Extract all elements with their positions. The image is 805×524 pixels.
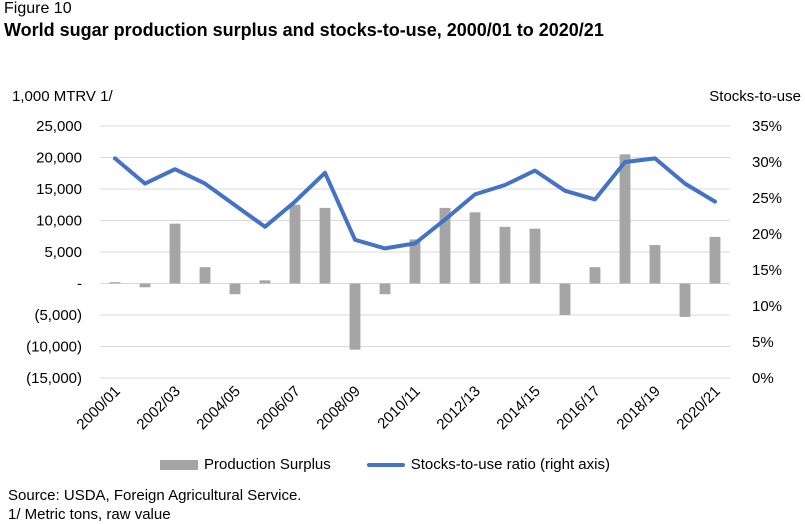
bar [469,212,481,284]
bar [289,204,301,284]
right-tick-label: 10% [752,298,782,315]
legend-bar-label: Production Surplus [204,456,331,473]
bar [589,267,601,284]
bar [199,267,211,284]
bar [139,283,151,288]
left-tick-label: (10,000) [26,339,82,356]
x-tick-label: 2006/07 [253,383,303,433]
bar [259,280,271,284]
left-axis-label: 1,000 MTRV 1/ [12,88,113,105]
bar [109,282,121,284]
x-tick-label: 2020/21 [673,383,723,433]
left-tick-label: 10,000 [36,213,82,230]
x-tick-label: 2014/15 [493,383,543,433]
chart-title: World sugar production surplus and stock… [4,20,604,40]
x-tick-label: 2008/09 [313,383,363,433]
x-tick-label: 2002/03 [133,383,183,433]
bar [229,283,241,295]
x-tick-label: 2016/17 [553,383,603,433]
x-tick-label: 2010/11 [374,383,424,433]
left-tick-label: 5,000 [44,244,82,261]
right-tick-label: 20% [752,226,782,243]
left-tick-label: 15,000 [36,181,82,198]
bar [679,283,691,317]
bar [709,236,721,284]
legend-item-bar: Production Surplus [160,456,331,473]
left-tick-label: - [77,276,82,293]
bar [619,154,631,284]
bar [439,207,451,284]
source-text: Source: USDA, Foreign Agricultural Servi… [8,487,302,504]
x-tick-label: 2018/19 [613,383,663,433]
stocks-to-use-line [113,156,717,251]
bar [499,226,511,284]
right-tick-label: 15% [752,262,782,279]
footnote-text: 1/ Metric tons, raw value [8,506,171,523]
right-tick-label: 5% [752,334,774,351]
right-tick-label: 35% [752,118,782,135]
bar [169,223,181,284]
bar [559,283,571,315]
figure-label: Figure 10 [4,0,72,17]
left-tick-label: (5,000) [34,307,82,324]
bar [319,207,331,284]
x-tick-label: 2012/13 [433,383,483,433]
left-tick-label: 20,000 [36,150,82,167]
x-tick-label: 2004/05 [193,383,243,433]
legend-bar-swatch [160,459,198,470]
source-note: Source: USDA, Foreign Agricultural Servi… [8,486,301,524]
right-axis-label: Stocks-to-use [709,88,801,105]
right-tick-label: 30% [752,154,782,171]
bar [409,239,421,284]
x-tick-label: 2000/01 [73,383,123,433]
right-tick-label: 0% [752,370,774,387]
left-tick-label: 25,000 [36,118,82,135]
bar [379,283,391,295]
right-tick-label: 25% [752,190,782,207]
bar [649,245,661,284]
legend-line-label: Stocks-to-use ratio (right axis) [410,456,610,473]
bar [349,283,361,350]
legend: Production Surplus Stocks-to-use ratio (… [160,456,646,473]
left-tick-label: (15,000) [26,370,82,387]
legend-line-swatch [366,462,405,467]
legend-item-line: Stocks-to-use ratio (right axis) [366,456,610,473]
bar [529,228,541,284]
